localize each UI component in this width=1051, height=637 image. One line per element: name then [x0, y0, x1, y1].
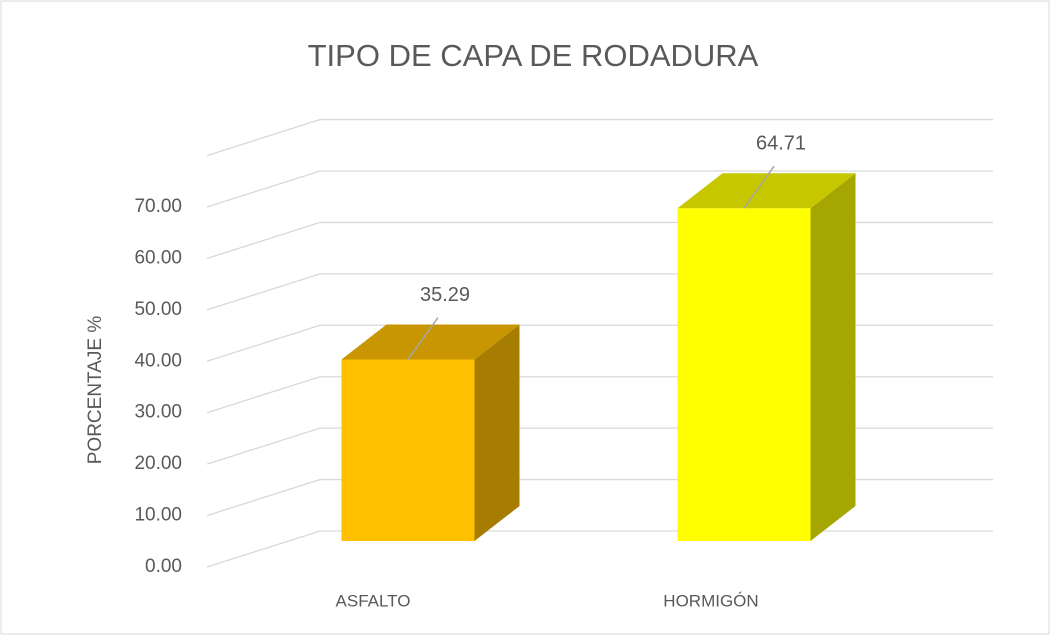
y-tick-label: 50.00 [134, 299, 182, 320]
y-tick-label: 40.00 [134, 350, 182, 371]
data-label: 35.29 [420, 284, 470, 306]
y-tick-label: 10.00 [134, 505, 182, 526]
grid-line [206, 170, 993, 208]
y-tick-label: 0.00 [145, 556, 182, 577]
bar-top [677, 173, 856, 209]
grid-line [206, 118, 993, 157]
y-axis-label: PORCENTAJE % [85, 316, 106, 465]
bar-front [341, 359, 475, 541]
leader-line [743, 165, 775, 209]
bar [677, 173, 856, 541]
bar-top [341, 324, 520, 360]
chart-title: TIPO DE CAPA DE RODADURA [308, 38, 759, 73]
bar-side [810, 173, 856, 541]
y-tick-label: 60.00 [134, 247, 182, 268]
data-label: 64.71 [756, 132, 806, 154]
y-tick-label: 20.00 [134, 453, 182, 474]
y-tick-label: 30.00 [134, 402, 182, 423]
bar-front [677, 208, 811, 541]
bar [341, 324, 520, 541]
x-tick-label: HORMIGÓN [663, 591, 758, 610]
x-tick-label: ASFALTO [336, 591, 411, 610]
leader-line [407, 317, 439, 360]
y-tick-label: 70.00 [134, 196, 182, 217]
bar-side [474, 324, 520, 541]
